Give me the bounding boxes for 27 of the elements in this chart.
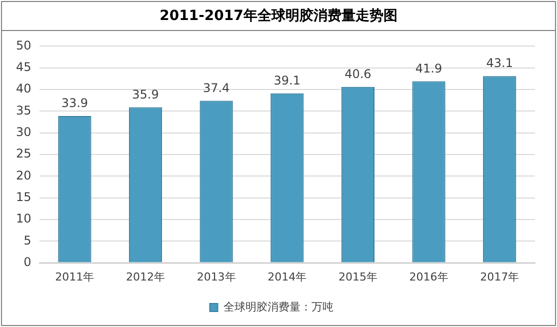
y-tick-label: 10 [16, 212, 32, 226]
y-tick-label: 35 [16, 103, 32, 118]
x-tick-label: 2014年 [268, 270, 307, 284]
x-tick-label: 2011年 [55, 270, 94, 284]
y-tick-label: 50 [16, 38, 32, 52]
x-tick-label: 2015年 [338, 270, 378, 284]
y-tick-label: 45 [16, 60, 32, 74]
y-tick-label: 5 [24, 233, 32, 248]
y-tick-label: 30 [16, 124, 32, 139]
y-tick-label: 25 [16, 146, 32, 161]
x-tick-label: 2016年 [409, 270, 448, 284]
data-label: 40.6 [344, 67, 372, 82]
chart-title: 2011-2017年全球明胶消费量走势图 [160, 7, 398, 25]
y-tick-label: 0 [24, 254, 32, 269]
y-tick-label: 15 [16, 190, 32, 204]
data-label: 33.9 [61, 96, 88, 110]
legend-label: 全球明胶消费量：万吨 [223, 300, 334, 314]
data-label: 35.9 [132, 87, 159, 102]
x-tick-label: 2013年 [196, 270, 236, 284]
data-label: 41.9 [415, 61, 442, 76]
data-label: 39.1 [274, 74, 300, 88]
x-tick-label: 2017年 [480, 270, 520, 284]
data-label: 43.1 [486, 56, 513, 70]
y-tick-label: 40 [16, 82, 32, 96]
y-tick-label: 20 [16, 168, 32, 182]
x-tick-label: 2012年 [126, 270, 165, 284]
data-label: 37.4 [202, 80, 230, 95]
